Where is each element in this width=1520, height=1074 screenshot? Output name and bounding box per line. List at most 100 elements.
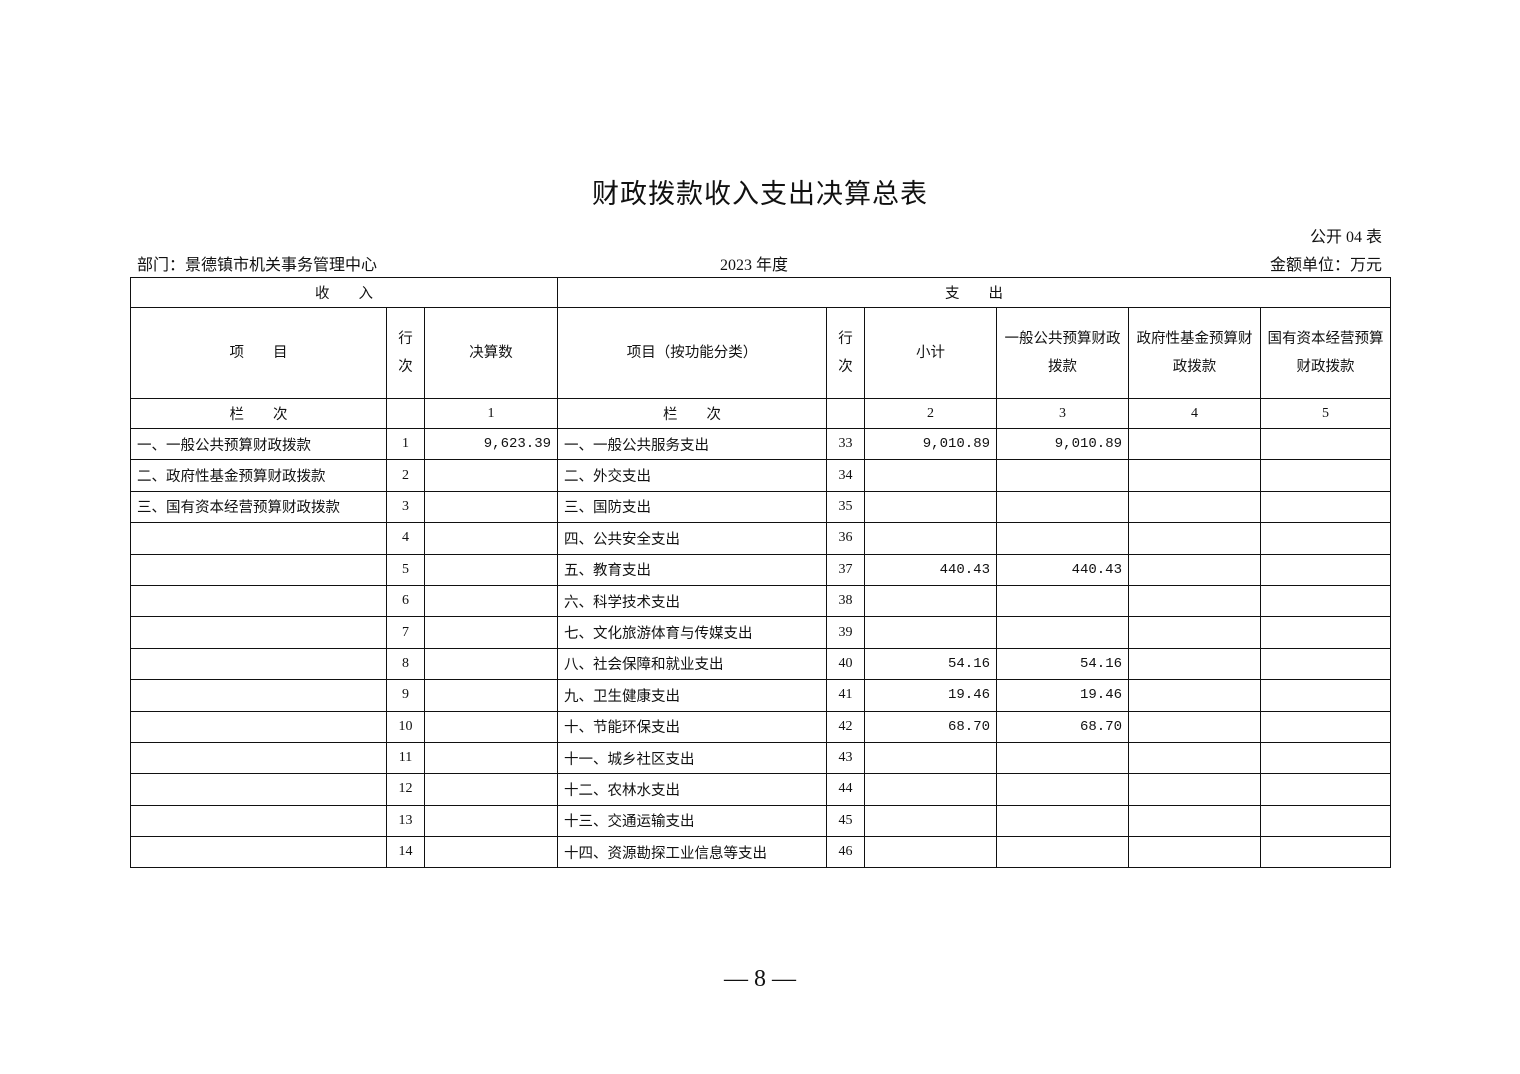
budget-summary-table: 收 入 支 出 项 目 行次 决算数 项目（按功能分类） 行次 小计 一般公共预… [130, 277, 1391, 869]
income-amount [424, 710, 558, 743]
table-row: 7 七、文化旅游体育与传媒支出 39 [130, 616, 1391, 649]
income-row-no: 9 [386, 679, 425, 712]
gov-fund-value [1128, 522, 1261, 555]
income-item [130, 804, 387, 838]
column-label: 栏 次 [557, 398, 827, 429]
expense-row-no: 46 [826, 836, 865, 869]
general-budget-value [996, 616, 1129, 649]
column-number: 2 [864, 398, 997, 429]
table-row: 二、政府性基金预算财政拨款 2 二、外交支出 34 [130, 459, 1391, 492]
income-amount [424, 647, 558, 681]
income-amount [424, 553, 558, 586]
gov-fund-value [1128, 490, 1261, 524]
expense-row-no: 37 [826, 553, 865, 586]
subtotal-value [864, 804, 997, 838]
gov-fund-value [1128, 553, 1261, 586]
general-budget-value [996, 522, 1129, 555]
income-item [130, 741, 387, 775]
state-capital-value [1260, 710, 1391, 743]
table-row: 5 五、教育支出 37 440.43 440.43 [130, 553, 1391, 586]
income-row-no: 12 [386, 773, 425, 806]
income-item [130, 647, 387, 681]
amount-header: 决算数 [424, 307, 558, 399]
subtotal-value: 19.46 [864, 679, 997, 712]
income-item [130, 679, 387, 712]
income-row-no: 10 [386, 710, 425, 743]
table-row: 三、国有资本经营预算财政拨款 3 三、国防支出 35 [130, 490, 1391, 524]
expense-item: 十四、资源勘探工业信息等支出 [557, 836, 827, 869]
state-capital-value [1260, 647, 1391, 681]
fiscal-year: 2023 年度 [720, 257, 789, 274]
state-capital-header: 国有资本经营预算财政拨款 [1260, 307, 1391, 399]
document-title: 财政拨款收入支出决算总表 [592, 179, 928, 209]
form-number: 公开 04 表 [1309, 229, 1382, 246]
expense-item: 三、国防支出 [557, 490, 827, 524]
gov-fund-value [1128, 584, 1261, 618]
income-row-no: 11 [386, 741, 425, 775]
gov-fund-value [1128, 804, 1261, 838]
income-row-no: 7 [386, 616, 425, 649]
state-capital-value [1260, 427, 1391, 461]
table-row: 11 十一、城乡社区支出 43 [130, 741, 1391, 775]
expense-row-no: 34 [826, 459, 865, 492]
expense-row-no: 33 [826, 427, 865, 461]
income-amount [424, 679, 558, 712]
income-item: 一、一般公共预算财政拨款 [130, 427, 387, 461]
gov-fund-value [1128, 459, 1261, 492]
subtotal-value [864, 616, 997, 649]
income-item: 二、政府性基金预算财政拨款 [130, 459, 387, 492]
general-budget-value [996, 741, 1129, 775]
table-row: 4 四、公共安全支出 36 [130, 522, 1391, 555]
subtotal-header: 小计 [864, 307, 997, 399]
expense-row-no: 43 [826, 741, 865, 775]
subtotal-value: 440.43 [864, 553, 997, 586]
income-row-no: 14 [386, 836, 425, 869]
expense-item: 十、节能环保支出 [557, 710, 827, 743]
table-row: 14 十四、资源勘探工业信息等支出 46 [130, 836, 1391, 869]
state-capital-value [1260, 553, 1391, 586]
blank-cell [826, 398, 865, 429]
state-capital-value [1260, 679, 1391, 712]
gov-fund-header: 政府性基金预算财政拨款 [1128, 307, 1261, 399]
income-row-no: 8 [386, 647, 425, 681]
expense-row-no: 40 [826, 647, 865, 681]
general-budget-value [996, 836, 1129, 869]
expense-item: 二、外交支出 [557, 459, 827, 492]
page-number: — 8 — [724, 966, 796, 992]
income-amount [424, 616, 558, 649]
state-capital-value [1260, 773, 1391, 806]
income-row-no: 6 [386, 584, 425, 618]
income-row-no: 13 [386, 804, 425, 838]
general-budget-value: 54.16 [996, 647, 1129, 681]
income-row-no: 2 [386, 459, 425, 492]
income-item [130, 773, 387, 806]
general-budget-value [996, 584, 1129, 618]
general-budget-value: 9,010.89 [996, 427, 1129, 461]
row-no-header: 行次 [386, 307, 425, 399]
gov-fund-value [1128, 836, 1261, 869]
column-number: 5 [1260, 398, 1391, 429]
general-budget-value: 440.43 [996, 553, 1129, 586]
column-number: 3 [996, 398, 1129, 429]
general-budget-header: 一般公共预算财政拨款 [996, 307, 1129, 399]
income-row-no: 4 [386, 522, 425, 555]
subtotal-value [864, 584, 997, 618]
expense-item: 八、社会保障和就业支出 [557, 647, 827, 681]
subtotal-value: 68.70 [864, 710, 997, 743]
expense-row-no: 41 [826, 679, 865, 712]
table-row: 10 十、节能环保支出 42 68.70 68.70 [130, 710, 1391, 743]
income-row-no: 3 [386, 490, 425, 524]
income-row-no: 1 [386, 427, 425, 461]
expense-row-no: 38 [826, 584, 865, 618]
table-row: 8 八、社会保障和就业支出 40 54.16 54.16 [130, 647, 1391, 681]
gov-fund-value [1128, 679, 1261, 712]
income-amount [424, 522, 558, 555]
expense-item: 五、教育支出 [557, 553, 827, 586]
state-capital-value [1260, 522, 1391, 555]
gov-fund-value [1128, 773, 1261, 806]
expense-row-no: 35 [826, 490, 865, 524]
income-amount [424, 490, 558, 524]
income-item [130, 553, 387, 586]
state-capital-value [1260, 804, 1391, 838]
expense-item: 四、公共安全支出 [557, 522, 827, 555]
